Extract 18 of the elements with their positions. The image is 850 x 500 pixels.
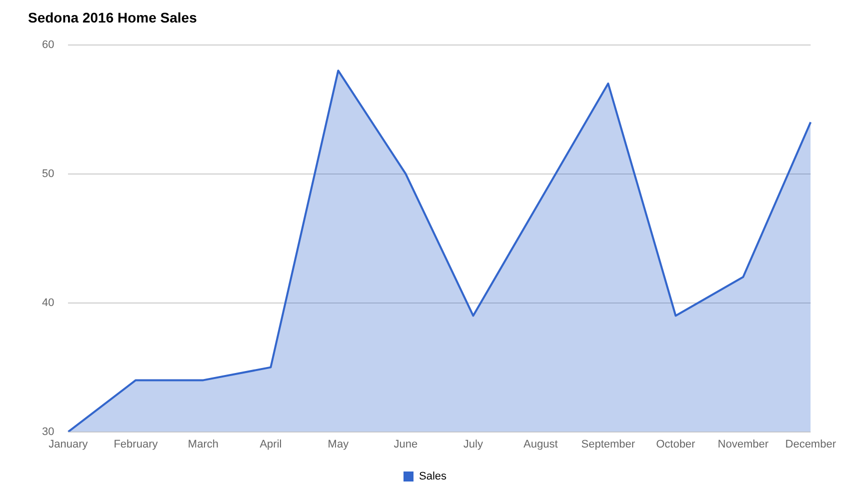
y-tick-label: 50 [42, 168, 54, 180]
x-tick-label: June [394, 438, 418, 450]
x-tick-label: March [188, 438, 218, 450]
x-tick-label: July [463, 438, 484, 450]
x-tick-label: May [328, 438, 350, 450]
y-tick-label: 30 [42, 426, 54, 438]
y-tick-label: 40 [42, 296, 54, 309]
x-tick-label: December [785, 438, 836, 450]
x-tick-label: November [718, 438, 769, 450]
x-tick-label: April [260, 438, 282, 450]
x-tick-label: August [524, 438, 558, 450]
chart-title: Sedona 2016 Home Sales [28, 9, 198, 26]
legend-label: Sales [418, 470, 448, 483]
x-tick-label: September [581, 438, 636, 450]
y-tick-label: 60 [42, 38, 54, 51]
x-tick-label: February [114, 438, 158, 450]
x-tick-label: January [48, 438, 88, 450]
x-tick-label: October [656, 438, 696, 450]
